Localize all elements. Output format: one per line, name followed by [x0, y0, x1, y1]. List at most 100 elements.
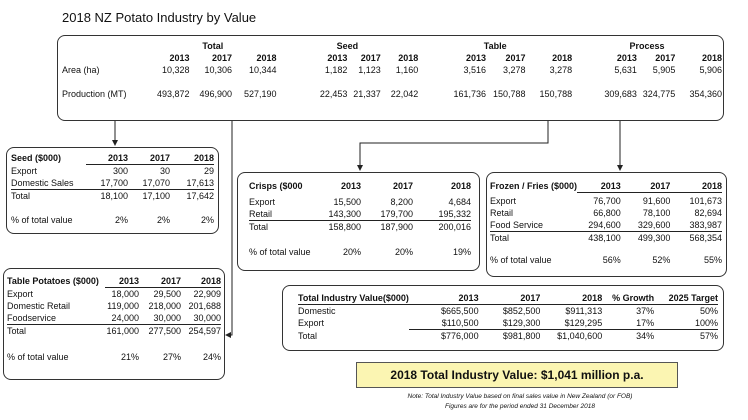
cell: 2% — [200, 215, 214, 225]
row-label: Export — [11, 165, 38, 176]
year-header: 2017 — [392, 181, 413, 191]
cell: 17,642 — [186, 191, 214, 201]
row-label: Area (ha) — [62, 65, 100, 75]
frozen-row: Food Service 294,600 329,600 383,987 — [490, 219, 722, 232]
cell: $776,000 — [441, 331, 479, 341]
cell: 91,600 — [642, 196, 671, 206]
table-potatoes-header-row: Table Potatoes ($000) 2013 2017 2018 — [7, 275, 221, 288]
cell: 2% — [114, 215, 128, 225]
frozen-pct-row: % of total value 56% 52% 55% — [490, 254, 722, 266]
cell: 55% — [703, 255, 722, 265]
year-header: 2018 — [552, 53, 573, 63]
cell: 24,000 — [105, 312, 139, 325]
cell: 10,328 — [162, 65, 190, 75]
footnote-2: Figures are for the period ended 31 Dece… — [445, 403, 595, 410]
total-value-banner: 2018 Total Industry Value: $1,041 millio… — [356, 362, 678, 388]
cell: 20% — [394, 247, 413, 257]
cell: 300 — [112, 166, 128, 176]
cell: 161,736 — [453, 89, 487, 99]
cell: $911,313 — [565, 306, 603, 316]
frozen-title: Frozen / Fries ($000) — [490, 181, 578, 192]
cell: 19% — [452, 247, 471, 257]
year-header: 2013 — [86, 152, 128, 165]
table-potatoes-pct-row: % of total value 21% 27% 24% — [7, 351, 221, 363]
cell: $129,295 — [540, 317, 603, 330]
row-label: Foodservice — [7, 312, 105, 325]
arrow-to-table-potatoes — [225, 121, 233, 338]
row-label: Total — [11, 191, 31, 201]
cell: 30 — [159, 166, 170, 176]
crisps-header-row: Crisps ($000 2013 2017 2018 — [249, 180, 471, 192]
overview-group-row: Total Seed Table Process — [62, 40, 722, 52]
seed-pct-row: % of total value 2% 2% 2% — [11, 214, 214, 226]
cell: 27% — [162, 352, 181, 362]
table-potatoes-row: Export 18,000 29,500 22,909 — [7, 288, 221, 301]
crisps-table: Crisps ($000 2013 2017 2018 Export 15,50… — [249, 180, 471, 258]
row-label: Export — [298, 318, 325, 329]
cell: 187,900 — [380, 222, 413, 232]
cell: 1,123 — [358, 65, 381, 75]
year-header: 2013 — [577, 180, 621, 193]
year-header: 2017 — [360, 53, 381, 63]
cell: 277,500 — [148, 326, 181, 336]
overview-row-production: Production (MT) 493,872 496,900 527,190 … — [62, 88, 722, 100]
cell: 10,306 — [204, 65, 233, 75]
cell: 21,337 — [353, 89, 381, 99]
cell: 324,775 — [642, 89, 676, 99]
row-label: Export — [249, 197, 276, 207]
group-total: Total — [202, 41, 224, 51]
row-label: % of total value — [11, 215, 73, 225]
cell: 66,800 — [593, 208, 621, 218]
frozen-table: Frozen / Fries ($000) 2013 2017 2018 Exp… — [490, 180, 722, 266]
year-header: 2013 — [408, 292, 479, 305]
seed-row: Total 18,100 17,100 17,642 — [11, 190, 214, 203]
frozen-header-row: Frozen / Fries ($000) 2013 2017 2018 — [490, 180, 722, 193]
cell: 15,500 — [333, 197, 361, 207]
cell: 17,700 — [86, 177, 128, 190]
cell: 29 — [203, 166, 214, 176]
crisps-box — [237, 172, 480, 271]
cell: 1,160 — [395, 65, 419, 75]
industry-title: Total Industry Value($000) — [298, 292, 409, 305]
cell: 24% — [202, 352, 221, 362]
cell: 1,182 — [324, 65, 348, 75]
cell: 57% — [699, 331, 718, 341]
cell: 76,700 — [593, 196, 621, 206]
industry-row: Total $776,000 $981,800 $1,040,600 34% 5… — [298, 330, 718, 343]
year-header: 2013 — [466, 53, 487, 63]
cell: $110,500 — [408, 317, 479, 330]
row-label: Total — [7, 326, 27, 336]
overview-table: Total Seed Table Process 2013 2017 2018 … — [62, 40, 722, 100]
cell: 383,987 — [670, 219, 722, 232]
year-header: 2013 — [327, 53, 348, 63]
year-header: 2013 — [169, 53, 190, 63]
cell: $852,500 — [502, 306, 541, 316]
cell: $981,800 — [502, 331, 541, 341]
seed-title: Seed ($000) — [11, 153, 62, 164]
frozen-row: Total 438,100 499,300 568,354 — [490, 232, 722, 245]
group-seed: Seed — [336, 41, 359, 51]
cell: 200,016 — [438, 222, 471, 232]
seed-row: Domestic Sales 17,700 17,070 17,613 — [11, 177, 214, 190]
cell: 17% — [602, 317, 655, 330]
crisps-pct-row: % of total value 20% 20% 19% — [249, 246, 471, 258]
row-label: Retail — [249, 208, 315, 221]
cell: 195,332 — [413, 208, 471, 221]
cell: 496,900 — [199, 89, 233, 99]
seed-header-row: Seed ($000) 2013 2017 2018 — [11, 152, 214, 165]
year-header: 2018 — [256, 53, 277, 63]
cell: 22,453 — [319, 89, 348, 99]
cell: 158,800 — [328, 222, 361, 232]
cell: 101,673 — [689, 196, 722, 206]
cell: 22,909 — [193, 289, 221, 299]
overview-row-area: Area (ha) 10,328 10,306 10,344 1,182 1,1… — [62, 64, 722, 76]
overview-year-row: 2013 2017 2018 2013 2017 2018 2013 2017 … — [62, 52, 723, 64]
row-label: Domestic Sales — [11, 177, 86, 190]
industry-value-table: Total Industry Value($000) 2013 2017 201… — [298, 292, 718, 342]
row-label: Total — [249, 222, 269, 232]
row-label: Domestic — [298, 306, 336, 316]
cell: 37% — [636, 306, 655, 316]
cell: 201,688 — [188, 301, 221, 311]
cell: 5,906 — [699, 65, 722, 75]
